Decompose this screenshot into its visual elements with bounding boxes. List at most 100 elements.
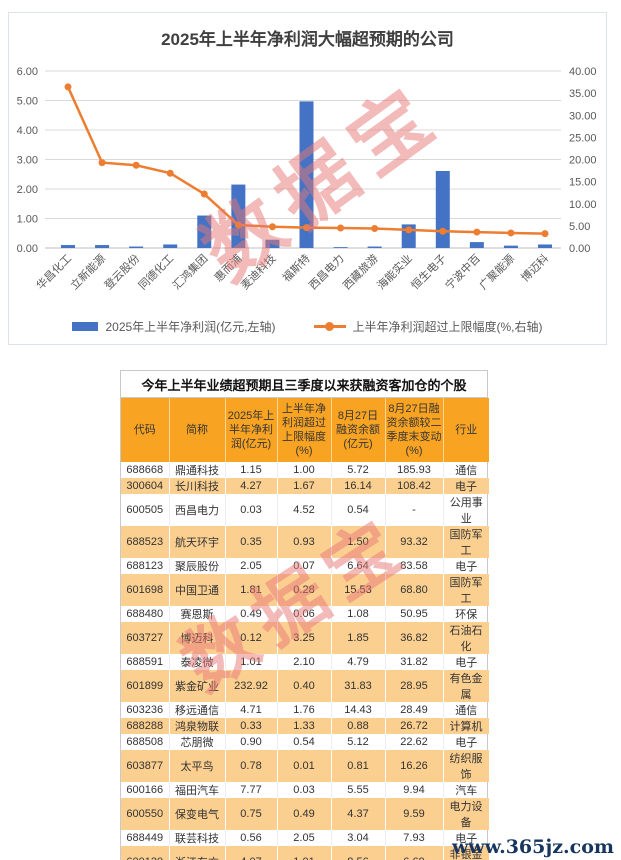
table-cell: 4.79 (331, 654, 386, 670)
y-axis-left-tick: 1.00 (17, 214, 38, 226)
table-cell: 688523 (121, 526, 170, 558)
table-cell: 0.03 (225, 494, 278, 526)
table-cell: 福田汽车 (169, 782, 226, 798)
table-cell: 电力设备 (443, 798, 490, 830)
y-axis-left-tick: 3.00 (17, 155, 38, 167)
table-cell: 9.94 (385, 782, 444, 798)
bar (367, 246, 382, 248)
table-cell: 电子 (455, 561, 478, 573)
line-marker (337, 224, 345, 232)
table-cell: 7.93 (385, 830, 444, 846)
table-cell: 电子 (455, 657, 478, 669)
table-cell: 28.49 (385, 702, 444, 718)
table-cell: 83.58 (385, 558, 444, 574)
bar (197, 215, 212, 248)
bar (503, 245, 518, 248)
table-cell: 0.33 (225, 718, 278, 734)
table-row: 600120浙江东方4.071.018.566.69非银金融 (121, 846, 490, 860)
column-header: 代码 (121, 398, 170, 462)
table-cell: 2.05 (225, 558, 278, 574)
table-cell: 0.06 (277, 606, 332, 622)
table-cell: 26.72 (385, 718, 444, 734)
y-axis-right-tick: 35.00 (569, 88, 597, 100)
table-cell: 4.52 (277, 494, 332, 526)
table-cell: 国防军工 (443, 574, 490, 606)
line-marker (439, 227, 447, 235)
table-cell: 1.81 (225, 574, 278, 606)
table-cell: 688288 (121, 718, 170, 734)
table-cell: 公用事业 (449, 497, 483, 525)
table-cell: 2.05 (277, 830, 332, 846)
table-cell: 通信 (455, 705, 478, 717)
table-cell: 601698 (121, 574, 170, 606)
table-cell: 芯朋微 (169, 734, 226, 750)
table-cell: 50.95 (385, 606, 444, 622)
bar (95, 245, 110, 248)
column-header: 8月27日融资余额(亿元) (331, 398, 386, 462)
table-cell: 0.54 (277, 734, 332, 750)
table-cell: 0.78 (225, 750, 278, 782)
table-cell: 纺织服饰 (443, 750, 490, 782)
table-cell: 太平鸟 (169, 750, 226, 782)
stocks-table: 代码 简称 2025年上半年净利润(亿元) 上半年净利润超过上限幅度(%) 8月27日融… (121, 398, 490, 860)
table-cell: 保变电气 (169, 798, 226, 830)
table-row: 688123 聚辰股份 2.05 0.07 6.64 83.58 电子 (121, 558, 489, 574)
table-cell: 非银金融 (443, 846, 490, 860)
table-cell: 电子 (455, 737, 478, 749)
table-cell: 22.62 (385, 734, 444, 750)
table-title: 今年上半年业绩超预期且三季度以来获融资客加仓的个股 (121, 371, 487, 398)
table-cell: 16.26 (385, 750, 444, 782)
bar (435, 171, 450, 248)
x-axis-label: 麦迪科技 (238, 251, 279, 292)
table-cell: 600505 (121, 494, 170, 526)
table-cell: 1.76 (277, 702, 332, 718)
table-cell: 0.54 (331, 494, 386, 526)
table-row: 603877 太平鸟 0.78 0.01 0.81 16.26 纺织服饰 (121, 750, 490, 782)
table-cell: 0.07 (277, 558, 332, 574)
y-axis-right-tick: 0.00 (569, 243, 590, 255)
table-header-row: 代码 简称 2025年上半年净利润(亿元) 上半年净利润超过上限幅度(%) 8月27日融… (121, 398, 489, 462)
table-cell: 601899 (121, 670, 170, 702)
table-row: 688508 芯朋微 0.90 0.54 5.12 22.62 电子 (121, 734, 489, 750)
table-cell: 1.15 (225, 462, 278, 478)
table-cell: 通信 (455, 465, 478, 477)
table-cell: 紫金矿业 (169, 670, 226, 702)
table-cell: 有色金属 (443, 670, 490, 702)
table-cell: 鼎通科技 (169, 462, 226, 478)
table-cell: - (385, 494, 444, 526)
legend-bar-swatch (72, 322, 99, 331)
table-cell: 0.49 (277, 798, 332, 830)
x-axis-label: 海能实业 (374, 251, 415, 292)
column-header: 上半年净利润超过上限幅度(%) (277, 398, 332, 462)
table-cell: 0.88 (331, 718, 386, 734)
bar (231, 184, 246, 248)
table-cell: 联芸科技 (169, 830, 226, 846)
y-axis-left-tick: 0.00 (17, 243, 38, 255)
table-cell: 3.04 (331, 830, 386, 846)
table-cell: 0.93 (277, 526, 332, 558)
legend-item-line: 上半年净利润超过上限幅度(%,右轴) (313, 318, 543, 335)
table-row: 688591 泰凌微 1.01 2.10 4.79 31.82 电子 (121, 654, 489, 670)
table-cell: 航天环宇 (169, 526, 226, 558)
table-cell: 4.27 (225, 478, 278, 494)
legend-line-swatch (313, 322, 346, 331)
table-cell: 1.50 (331, 526, 386, 558)
table-cell: 108.42 (385, 478, 444, 494)
line-marker (268, 223, 276, 231)
line-marker (507, 229, 515, 237)
table-cell: 688123 (121, 558, 170, 574)
table-cell: 国防军工 (443, 526, 490, 558)
table-cell: 计算机 (443, 718, 490, 734)
table-row: 601899 紫金矿业 232.92 0.40 31.83 28.95 有色金属 (121, 670, 490, 702)
y-axis-right-tick: 25.00 (569, 132, 597, 144)
line-marker (405, 226, 413, 234)
table-cell: 0.90 (225, 734, 278, 750)
chart-plot-area: 0.00 1.00 2.00 3.00 4.00 5.00 6.00 0.00 5.00 10.0… (17, 66, 597, 292)
table-cell: 西昌电力 (169, 494, 226, 526)
table-row: 688668 鼎通科技 1.15 1.00 5.72 185.93 通信 (121, 462, 489, 478)
table-cell: 232.92 (225, 670, 278, 702)
y-axis-left-tick: 2.00 (17, 184, 38, 196)
x-axis-label: 博迈科 (518, 251, 551, 284)
x-axis-label: 登云股份 (101, 251, 142, 292)
line-marker (303, 224, 310, 232)
